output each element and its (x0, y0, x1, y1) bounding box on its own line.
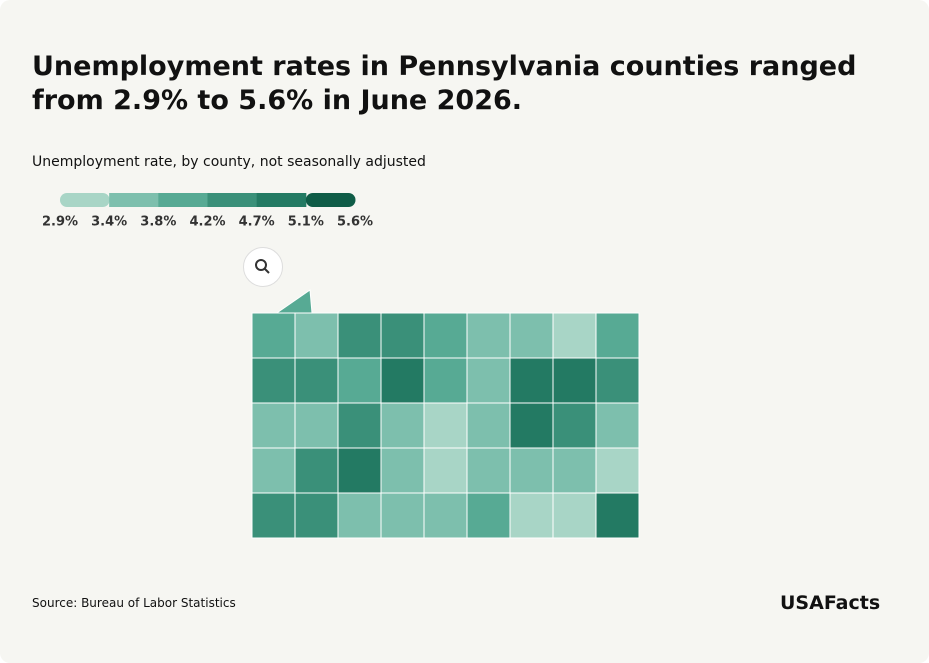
county (509, 447, 554, 494)
county (294, 312, 339, 359)
legend-swatch (158, 193, 208, 207)
county (337, 312, 382, 359)
county (595, 447, 640, 494)
county (251, 357, 296, 404)
county (509, 312, 554, 359)
county (337, 492, 382, 539)
legend-label: 5.1% (288, 215, 324, 230)
legend-swatch (305, 193, 356, 207)
chart-title: Unemployment rates in Pennsylvania count… (32, 51, 857, 116)
county (251, 447, 296, 494)
legend-swatch (109, 193, 159, 207)
county (552, 492, 597, 539)
zoom-icon (255, 259, 270, 274)
county (595, 357, 640, 404)
legend-label: 4.2% (189, 215, 225, 230)
legend-swatch (207, 193, 258, 207)
county (294, 402, 339, 449)
county (423, 357, 468, 404)
county (380, 312, 425, 359)
legend-label: 2.9% (42, 215, 78, 230)
county (251, 492, 296, 539)
county (423, 312, 468, 359)
county (423, 447, 468, 494)
legend-label: 3.4% (91, 215, 127, 230)
zoom-button[interactable] (243, 247, 283, 287)
legend-swatch (256, 193, 307, 207)
county (423, 492, 468, 539)
county (466, 492, 511, 539)
county (595, 492, 640, 539)
county (251, 312, 296, 359)
source: Source: Bureau of Labor Statistics (32, 596, 236, 610)
legend-label: 5.6% (337, 215, 373, 230)
county (552, 357, 597, 404)
county (509, 492, 554, 539)
legend-label: 3.8% (140, 215, 176, 230)
county (337, 357, 382, 404)
county (294, 492, 339, 539)
county (595, 402, 640, 449)
county (251, 402, 296, 449)
county (423, 402, 468, 449)
county (466, 357, 511, 404)
county (337, 447, 382, 494)
county (294, 447, 339, 494)
county (552, 312, 597, 359)
county (595, 312, 640, 359)
county (552, 402, 597, 449)
county (294, 357, 339, 404)
chart-subtitle: Unemployment rate, by county, not season… (32, 154, 426, 170)
county (552, 447, 597, 494)
county (509, 357, 554, 404)
county (466, 402, 511, 449)
county (380, 402, 425, 449)
county (509, 402, 554, 449)
county (466, 447, 511, 494)
legend-swatch (60, 193, 110, 207)
legend-label: 4.7% (239, 215, 275, 230)
county (466, 312, 511, 359)
brand-logo: USAFacts (780, 592, 881, 614)
county (380, 357, 425, 404)
county (380, 492, 425, 539)
county (337, 402, 382, 449)
county (380, 447, 425, 494)
